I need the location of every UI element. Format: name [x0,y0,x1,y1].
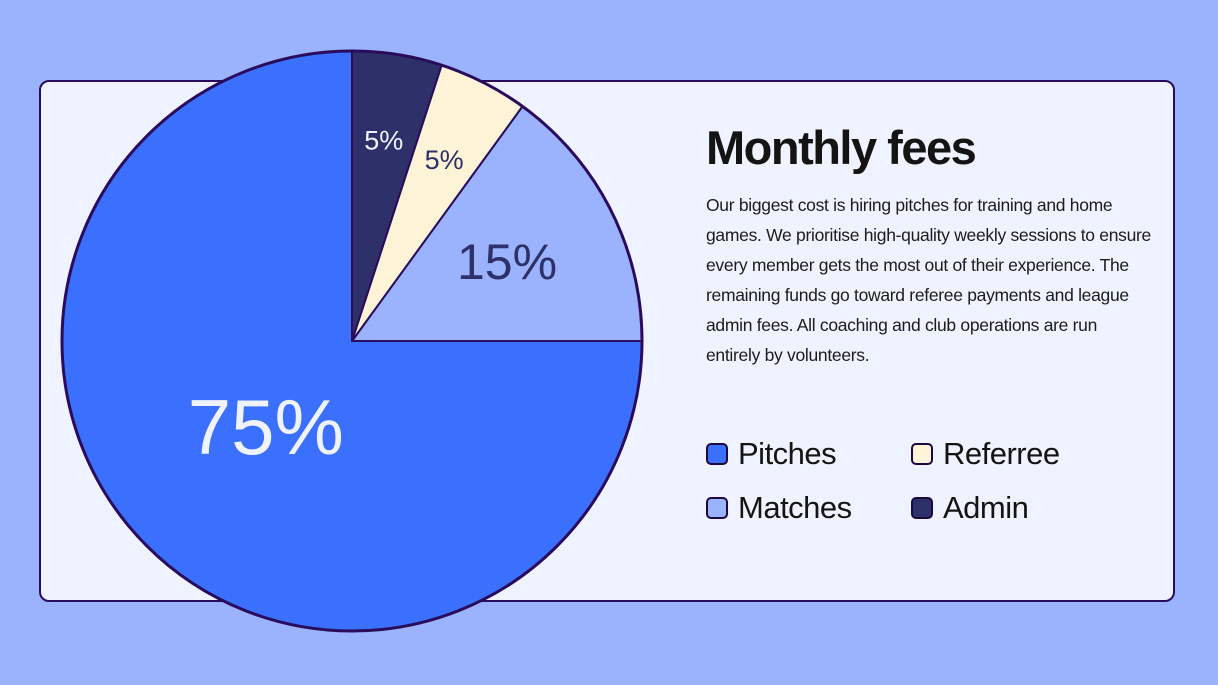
legend-label-admin: Admin [943,490,1029,525]
legend-label-matches: Matches [738,490,852,525]
pie-label-admin: 5% [364,125,403,155]
chart-legend: Pitches Referree Matches Admin [706,436,1126,526]
legend-item-referree: Referree [911,436,1111,472]
legend-swatch-matches [706,497,728,519]
pie-outline [60,49,644,633]
legend-item-matches: Matches [706,490,911,526]
legend-swatch-admin [911,497,933,519]
legend-swatch-pitches [706,443,728,465]
info-content: Monthly fees Our biggest cost is hiring … [706,118,1151,370]
legend-swatch-referree [911,443,933,465]
legend-label-pitches: Pitches [738,436,837,471]
pie-label-pitches: 75% [188,383,344,471]
description-text: Our biggest cost is hiring pitches for t… [706,195,1151,365]
page-title: Monthly fees [706,121,977,174]
legend-item-admin: Admin [911,490,1111,526]
pie-label-referree: 5% [425,145,464,175]
pie-label-matches: 15% [457,234,557,290]
legend-item-pitches: Pitches [706,436,911,472]
legend-label-referree: Referree [943,436,1060,471]
